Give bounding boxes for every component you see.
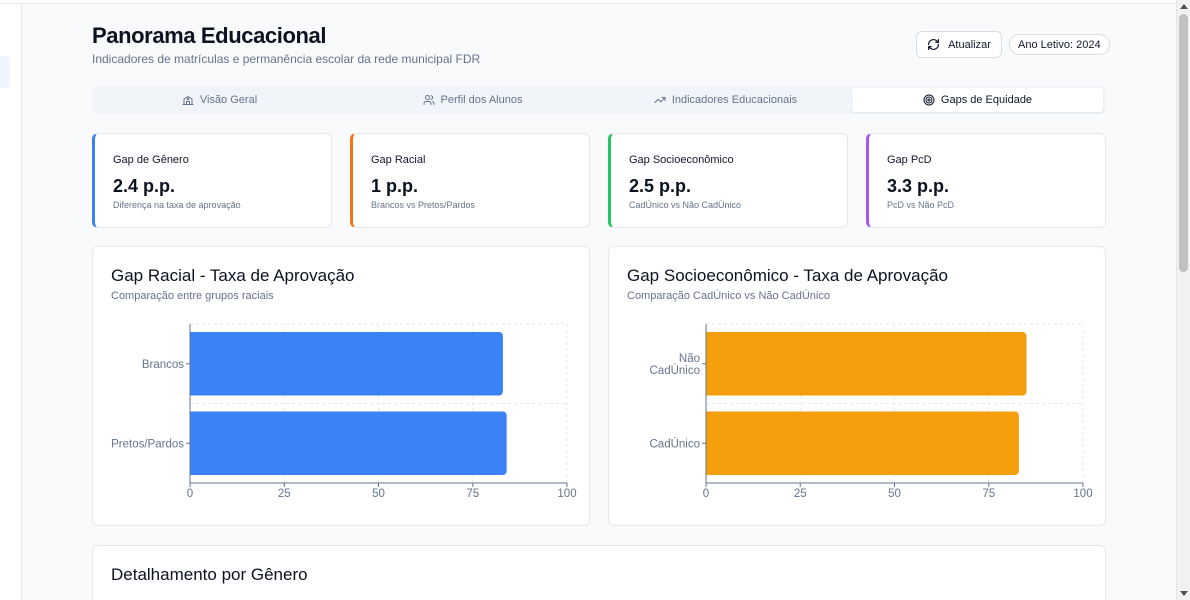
kpi-label: Gap Racial [371, 154, 426, 166]
racial-bar-chart: Brancos Pretos/Pardos 0 25 50 75 100 [111, 323, 577, 500]
gender-detail-card: Detalhamento por Gênero [92, 545, 1106, 600]
scrollbar[interactable] [1176, 0, 1190, 600]
tab-label: Perfil dos Alunos [440, 94, 523, 106]
school-icon [182, 96, 194, 105]
sidebar [0, 4, 22, 600]
tab-visao-geral[interactable]: Visão Geral [94, 88, 345, 112]
x-tick-label: 50 [372, 488, 385, 500]
category-tick-label: Pretos/Pardos [111, 438, 184, 450]
kpi-description: PcD vs Não PcD [887, 200, 955, 210]
kpi-card-gap-pcd: Gap PcD 3.3 p.p. PcD vs Não PcD [866, 133, 1106, 228]
page-subtitle: Indicadores de matrículas e permanência … [92, 52, 481, 66]
refresh-icon [928, 39, 940, 50]
x-tick-label: 75 [982, 488, 995, 500]
chart-card-title: Gap Racial - Taxa de Aprovação [111, 266, 355, 285]
kpi-label: Gap Socioeconômico [629, 154, 734, 166]
chart-card-gap-racial: Gap Racial - Taxa de Aprovação Comparaçã… [92, 246, 590, 526]
chart-card-subtitle: Comparação entre grupos raciais [111, 290, 274, 302]
bar[interactable] [190, 411, 507, 476]
category-tick-label: Brancos [142, 359, 184, 371]
tab-list: Visão Geral Perfil dos Alunos Indicadore… [92, 86, 1106, 114]
tab-label: Indicadores Educacionais [671, 94, 798, 106]
x-tick-label: 0 [187, 488, 193, 500]
bar[interactable] [706, 411, 1019, 476]
tab-label: Gaps de Equidade [940, 94, 1033, 106]
kpi-description: Brancos vs Pretos/Pardos [371, 200, 476, 210]
kpi-card-gap-socioeconomico: Gap Socioeconômico 2.5 p.p. CadÚnico vs … [608, 133, 848, 228]
school-year-badge: Ano Letivo: 2024 [1009, 34, 1110, 55]
kpi-description: Diferença na taxa de aprovação [113, 200, 241, 210]
x-tick-label: 50 [888, 488, 901, 500]
kpi-label: Gap de Gênero [113, 154, 189, 166]
x-tick-label: 100 [557, 488, 576, 500]
tab-indicadores-educacionais[interactable]: Indicadores Educacionais [600, 88, 851, 112]
x-tick-label: 25 [278, 488, 291, 500]
kpi-card-gap-genero: Gap de Gênero 2.4 p.p. Diferença na taxa… [92, 133, 332, 228]
scroll-down-arrow-icon[interactable] [1180, 591, 1188, 596]
scrollbar-thumb[interactable] [1179, 14, 1188, 272]
x-tick-label: 75 [466, 488, 479, 500]
tab-perfil-dos-alunos[interactable]: Perfil dos Alunos [347, 88, 598, 112]
category-tick-label: Não CadÚnico [650, 353, 701, 377]
section-title: Detalhamento por Gênero [111, 565, 308, 584]
chart-card-gap-socioeconomico: Gap Socioeconômico - Taxa de Aprovação C… [608, 246, 1106, 526]
scroll-up-arrow-icon[interactable] [1180, 4, 1188, 9]
bar[interactable] [706, 331, 1027, 396]
trending-up-icon [654, 97, 666, 103]
sidebar-active-item[interactable] [0, 56, 10, 88]
chart-card-title: Gap Socioeconômico - Taxa de Aprovação [627, 266, 948, 285]
tab-gaps-de-equidade[interactable]: Gaps de Equidade [852, 88, 1103, 112]
tab-label: Visão Geral [199, 94, 258, 106]
kpi-value: 3.3 p.p. [887, 176, 950, 196]
page-title: Panorama Educacional [92, 23, 327, 48]
category-tick-label: CadÚnico [650, 437, 701, 450]
socioeconomic-bar-chart: Não CadÚnico CadÚnico 0 25 50 75 100 [650, 323, 1093, 500]
x-tick-label: 0 [703, 488, 709, 500]
refresh-button[interactable]: Atualizar [916, 31, 1002, 58]
kpi-card-gap-racial: Gap Racial 1 p.p. Brancos vs Pretos/Pard… [350, 133, 590, 228]
target-icon [923, 94, 935, 106]
x-tick-label: 100 [1073, 488, 1092, 500]
kpi-label: Gap PcD [887, 154, 932, 166]
users-icon [423, 95, 435, 105]
chart-card-subtitle: Comparação CadÚnico vs Não CadÚnico [627, 290, 830, 302]
top-bar [0, 0, 1176, 4]
kpi-value: 1 p.p. [371, 176, 419, 196]
bar[interactable] [190, 331, 503, 396]
kpi-value: 2.5 p.p. [629, 176, 692, 196]
refresh-button-label: Atualizar [948, 38, 991, 51]
x-tick-label: 25 [794, 488, 807, 500]
kpi-value: 2.4 p.p. [113, 176, 176, 196]
kpi-description: CadÚnico vs Não CadÚnico [629, 200, 742, 210]
